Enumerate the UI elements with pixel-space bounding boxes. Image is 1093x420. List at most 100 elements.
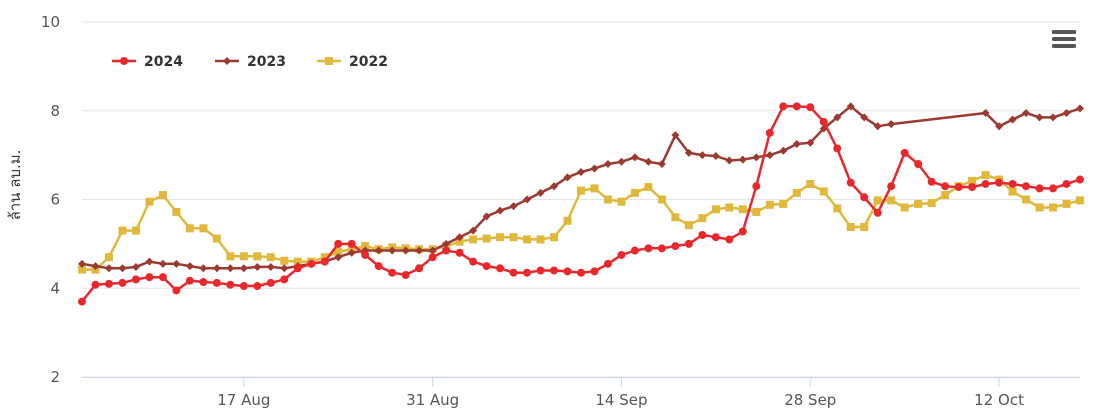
data-point-2024 [846, 178, 855, 187]
x-axis: 17 Aug 31 Aug 14 Sep 28 Sep 12 Oct [82, 377, 1080, 409]
data-point-2024 [603, 259, 612, 268]
legend-marker [325, 57, 333, 65]
data-point-2023 [860, 113, 869, 122]
data-point-2022 [239, 252, 248, 261]
data-point-2024 [293, 264, 302, 273]
data-point-2022 [280, 256, 289, 265]
data-point-2023 [239, 264, 248, 273]
data-point-2024 [1062, 179, 1071, 188]
data-point-2023 [91, 262, 100, 271]
data-point-2024 [185, 276, 194, 285]
data-point-2022 [914, 199, 923, 208]
data-point-2022 [212, 234, 221, 243]
data-point-2023 [657, 160, 666, 168]
y-axis-ticks: 2 4 6 8 10 [41, 13, 60, 386]
data-point-2023 [603, 160, 612, 168]
data-point-2024 [968, 183, 977, 192]
data-point-2024 [806, 103, 815, 112]
data-point-2024 [78, 297, 86, 306]
data-point-2022 [684, 221, 693, 230]
legend-item-2024[interactable]: 2024 [112, 54, 183, 70]
data-point-2023 [415, 246, 424, 255]
legend-item-2023[interactable]: 2023 [215, 54, 286, 70]
legend-item-2022[interactable]: 2022 [317, 54, 388, 70]
data-point-2024 [671, 242, 680, 251]
data-point-2022 [293, 257, 302, 266]
series-2024 [78, 102, 1084, 306]
data-point-2022 [104, 253, 113, 262]
data-point-2024 [1035, 184, 1044, 193]
data-point-2024 [320, 257, 329, 266]
data-point-2023 [442, 239, 451, 248]
data-point-2024 [981, 179, 990, 188]
data-point-2022 [617, 197, 626, 206]
data-point-2023 [199, 264, 208, 273]
data-point-2023 [428, 246, 437, 255]
data-point-2023 [846, 102, 855, 111]
data-point-2024 [644, 244, 653, 253]
legend-marker [120, 57, 128, 65]
data-point-2023 [738, 155, 747, 164]
data-point-2023 [887, 120, 896, 129]
y-tick-label: 10 [41, 13, 60, 31]
data-point-2022 [78, 265, 86, 274]
data-point-2024 [496, 264, 505, 273]
data-point-2024 [860, 193, 869, 202]
data-point-2022 [266, 253, 275, 262]
data-point-2022 [361, 242, 370, 251]
data-point-2024 [752, 182, 761, 191]
data-point-2024 [630, 246, 639, 255]
data-point-2022 [671, 213, 680, 222]
data-point-2023 [334, 253, 343, 262]
series-2023 [78, 102, 1084, 273]
data-point-2024 [131, 275, 140, 284]
data-point-2023 [131, 262, 140, 271]
legend-label: 2023 [247, 54, 286, 70]
data-point-2023 [280, 264, 289, 273]
data-point-2024 [941, 182, 950, 191]
data-point-2022 [657, 195, 666, 204]
data-point-2023 [496, 206, 505, 215]
data-point-2023 [806, 138, 815, 147]
hamburger-icon[interactable] [1052, 30, 1076, 48]
data-point-2024 [145, 273, 154, 282]
y-tick-label: 4 [50, 279, 60, 297]
data-point-2024 [361, 250, 370, 259]
data-point-2024 [455, 248, 464, 257]
data-point-2024 [617, 250, 626, 259]
data-point-2024 [927, 177, 936, 186]
data-point-2024 [415, 264, 424, 273]
y-tick-label: 6 [50, 191, 60, 209]
data-point-2023 [226, 264, 235, 273]
data-point-2022 [334, 247, 343, 256]
data-point-2022 [172, 207, 181, 216]
data-point-2022 [496, 233, 505, 242]
data-point-2023 [1049, 113, 1058, 122]
data-point-2024 [725, 235, 734, 244]
data-point-2023 [172, 259, 181, 268]
data-point-2023 [482, 212, 491, 221]
data-point-2022 [199, 224, 208, 233]
data-point-2024 [347, 239, 356, 248]
data-point-2022 [550, 233, 559, 242]
data-point-2023 [563, 173, 572, 182]
data-point-2023 [401, 246, 410, 255]
data-point-2024 [765, 128, 774, 137]
data-point-2024 [887, 182, 896, 191]
data-point-2024 [158, 273, 167, 282]
data-point-2022 [927, 199, 936, 208]
data-point-2022 [846, 223, 855, 232]
data-point-2023 [833, 113, 842, 122]
data-point-2023 [630, 153, 639, 162]
data-point-2022 [752, 207, 761, 216]
data-point-2024 [442, 246, 451, 255]
data-point-2023 [266, 262, 275, 271]
data-point-2023 [617, 157, 626, 166]
data-point-2022 [792, 188, 801, 197]
data-point-2023 [523, 195, 532, 204]
data-point-2022 [1076, 196, 1084, 205]
data-point-2023 [779, 146, 788, 155]
data-point-2023 [873, 122, 882, 131]
data-point-2024 [1022, 182, 1031, 191]
